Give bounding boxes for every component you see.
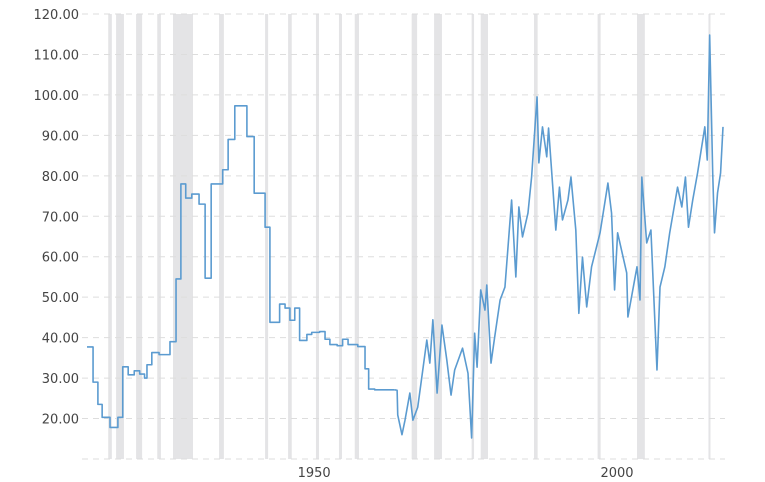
y-tick-label: 20.00 — [42, 413, 79, 428]
shaded-band — [108, 14, 112, 459]
shaded-band — [173, 14, 193, 459]
shaded-band — [338, 14, 343, 459]
x-axis-ticks: 1950 2000 — [298, 466, 634, 481]
y-tick-label: 60.00 — [42, 251, 79, 266]
y-tick-label: 120.00 — [34, 8, 80, 23]
y-tick-label: 110.00 — [34, 48, 80, 63]
shaded-band — [315, 14, 319, 459]
y-tick-label: 90.00 — [42, 129, 79, 144]
gridlines — [82, 13, 725, 460]
y-tick-label: 70.00 — [42, 210, 79, 225]
shaded-band — [354, 14, 359, 459]
y-tick-label: 30.00 — [42, 372, 79, 387]
shaded-band — [265, 14, 269, 459]
shaded-band — [708, 14, 711, 459]
shaded-band — [434, 14, 442, 459]
shaded-band — [288, 14, 292, 459]
y-tick-label: 40.00 — [42, 332, 79, 347]
shaded-bands — [108, 14, 711, 459]
series-step-line — [87, 105, 395, 429]
x-tick-label: 2000 — [600, 466, 633, 481]
shaded-band — [471, 14, 475, 459]
series-lines — [87, 34, 724, 439]
y-tick-label: 80.00 — [42, 170, 79, 185]
y-tick-label: 50.00 — [42, 291, 79, 306]
shaded-band — [116, 14, 124, 459]
shaded-band — [157, 14, 161, 459]
x-tick-label: 1950 — [298, 466, 331, 481]
shaded-band — [136, 14, 143, 459]
shaded-band — [480, 14, 488, 459]
series-line — [394, 34, 724, 439]
shaded-band — [411, 14, 418, 459]
shaded-band — [219, 14, 224, 459]
shaded-band — [534, 14, 538, 459]
y-axis-ticks: 20.00 30.00 40.00 50.00 60.00 70.00 80.00 90.00… — [34, 8, 80, 428]
y-tick-label: 100.00 — [34, 89, 80, 104]
